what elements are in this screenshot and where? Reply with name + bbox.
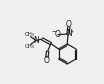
Text: O: O bbox=[66, 20, 72, 29]
Text: O: O bbox=[44, 56, 50, 65]
Text: N: N bbox=[33, 36, 39, 45]
Text: −: − bbox=[52, 29, 57, 35]
Text: CH₃: CH₃ bbox=[25, 32, 35, 37]
Text: N: N bbox=[66, 29, 72, 38]
Text: CH₃: CH₃ bbox=[25, 44, 35, 49]
Text: +: + bbox=[69, 29, 73, 34]
Text: O: O bbox=[54, 30, 60, 39]
